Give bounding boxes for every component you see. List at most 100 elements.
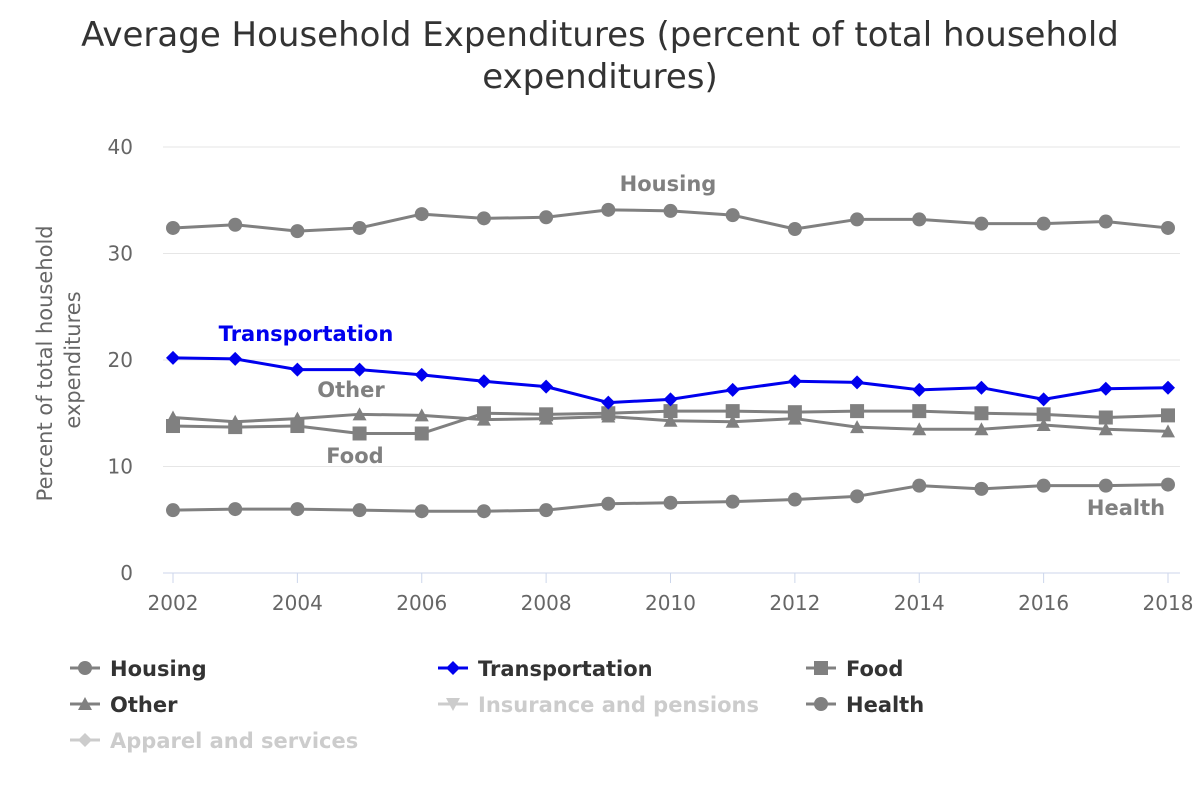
data-point-other: [725, 414, 740, 428]
data-point-other: [414, 408, 429, 422]
chart-title-line-1: Average Household Expenditures (percent …: [81, 15, 1119, 55]
data-point-housing: [290, 224, 305, 239]
axes: 0 10 20 30 40 2002 2004 2006 2008 2010 2012 2014 201…: [108, 135, 1194, 615]
data-point-health: [912, 478, 927, 493]
legend-item-insurance-and-pensions[interactable]: Insurance and pensions: [438, 693, 759, 717]
legend-label: Apparel and services: [110, 729, 358, 753]
legend-item-transportation[interactable]: Transportation: [438, 657, 653, 681]
data-point-health: [1098, 478, 1113, 493]
chart-title-line-2: expenditures): [482, 57, 718, 97]
data-point-health: [787, 492, 802, 507]
data-point-housing: [787, 222, 802, 237]
data-point-housing: [414, 207, 429, 222]
data-point-health: [1036, 478, 1051, 493]
data-point-health: [166, 503, 180, 518]
x-tick-label: 2006: [396, 591, 447, 615]
legend-symbol-apparel-and-services-icon: [78, 733, 92, 747]
data-point-transportation: [476, 374, 491, 389]
data-point-housing: [166, 220, 180, 235]
data-point-other: [601, 409, 616, 423]
data-point-transportation: [1098, 381, 1113, 396]
y-axis-label-line-2: expenditures: [61, 291, 85, 428]
data-point-transportation: [850, 375, 865, 390]
data-point-other: [663, 413, 678, 427]
data-point-health: [228, 502, 243, 517]
data-point-health: [539, 503, 554, 518]
y-axis-label: Percent of total household expenditures: [33, 219, 85, 502]
series-transportation[interactable]: [166, 350, 1175, 410]
x-tick-label: 2018: [1143, 591, 1194, 615]
series-label-health: Health: [1087, 496, 1165, 520]
data-point-health: [1161, 477, 1175, 492]
data-point-transportation: [1161, 380, 1175, 395]
data-point-housing: [1036, 216, 1051, 231]
data-point-other: [787, 411, 802, 425]
y-axis-label-line-1: Percent of total household: [33, 225, 57, 501]
series-label-transportation: Transportation: [219, 322, 394, 346]
data-point-food: [1098, 410, 1113, 425]
data-point-other: [166, 410, 180, 424]
legend-symbol-other-icon: [78, 697, 92, 710]
y-tick-label: 0: [120, 561, 133, 585]
data-point-other: [912, 422, 927, 436]
legend-item-food[interactable]: Food: [806, 657, 903, 681]
data-point-other: [228, 414, 243, 428]
data-point-food: [352, 426, 367, 441]
data-point-housing: [352, 220, 367, 235]
data-point-food: [663, 404, 678, 419]
data-point-transportation: [228, 351, 243, 366]
data-point-food: [912, 404, 927, 419]
data-point-housing: [974, 216, 989, 231]
series-labels: Housing Transportation Food Other Health: [219, 172, 1165, 520]
series-label-other: Other: [317, 378, 385, 402]
data-point-housing: [1098, 214, 1113, 229]
y-tick-label: 10: [108, 455, 133, 479]
data-point-health: [725, 494, 740, 509]
y-tick-label: 40: [108, 135, 133, 159]
series: [166, 202, 1175, 519]
data-point-housing: [725, 208, 740, 223]
data-point-transportation: [787, 374, 802, 389]
legend-symbol-health-icon: [814, 697, 828, 711]
legend-symbol-food-icon: [814, 661, 828, 675]
series-label-food: Food: [326, 444, 383, 468]
data-point-health: [663, 495, 678, 510]
legend-symbol-insurance-and-pensions-icon: [446, 698, 460, 711]
data-point-other: [290, 411, 305, 425]
data-point-health: [850, 489, 865, 504]
legend-symbol-housing-icon: [78, 661, 92, 675]
legend-label: Health: [846, 693, 924, 717]
x-tick-label: 2004: [272, 591, 323, 615]
x-tick-label: 2012: [769, 591, 820, 615]
legend-label: Housing: [110, 657, 207, 681]
legend-item-housing[interactable]: Housing: [70, 657, 207, 681]
legend-label: Other: [110, 693, 178, 717]
legend-item-health[interactable]: Health: [806, 693, 924, 717]
data-point-health: [601, 496, 616, 511]
data-point-food: [1161, 408, 1175, 423]
data-point-transportation: [1036, 392, 1051, 407]
data-point-other: [352, 407, 367, 421]
series-other[interactable]: [166, 407, 1175, 438]
legend-item-other[interactable]: Other: [70, 693, 178, 717]
data-point-other: [1036, 417, 1051, 431]
series-label-housing: Housing: [620, 172, 717, 196]
x-tick-label: 2016: [1018, 591, 1069, 615]
data-point-housing: [476, 211, 491, 226]
data-point-housing: [663, 203, 678, 218]
data-point-transportation: [912, 382, 927, 397]
data-point-transportation: [974, 380, 989, 395]
series-housing[interactable]: [166, 202, 1175, 239]
data-point-transportation: [725, 382, 740, 397]
legend-symbol-transportation-icon: [446, 661, 460, 675]
data-point-housing: [1161, 220, 1175, 235]
series-health[interactable]: [166, 477, 1175, 519]
data-point-other: [974, 422, 989, 436]
legend-item-apparel-and-services[interactable]: Apparel and services: [70, 729, 358, 753]
data-point-health: [476, 504, 491, 519]
data-point-food: [725, 404, 740, 419]
data-point-transportation: [601, 395, 616, 410]
data-point-health: [414, 504, 429, 519]
x-tick-label: 2002: [148, 591, 199, 615]
